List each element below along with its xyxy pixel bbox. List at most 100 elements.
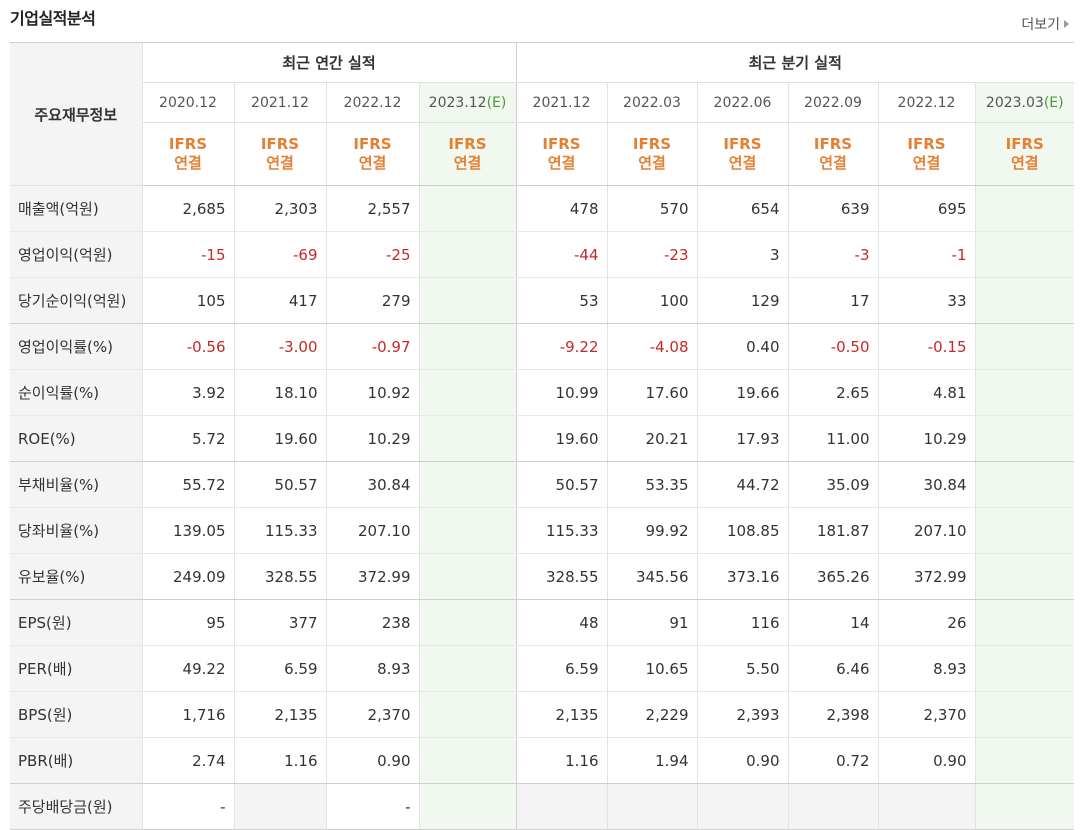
quarter-value-cell: 99.92 bbox=[606, 507, 697, 554]
quarter-value-cell: 17 bbox=[787, 277, 878, 324]
standard-line-2: 연결 bbox=[453, 154, 482, 172]
period-label: 2021.12 bbox=[532, 94, 591, 111]
quarter-value-cell: 53 bbox=[515, 277, 607, 324]
row-label: 당좌비율(%) bbox=[10, 507, 142, 554]
period-label: 2022.09 bbox=[804, 94, 862, 111]
ifrs-consolidated-label: IFRS 연결 bbox=[141, 122, 234, 186]
quarter-value-cell bbox=[606, 783, 697, 830]
annual-value-cell: 2,135 bbox=[233, 691, 326, 738]
quarter-value-cell: 129 bbox=[696, 277, 788, 324]
annual-value-cell: - bbox=[141, 783, 234, 830]
quarter-value-cell: 26 bbox=[877, 599, 975, 646]
annual-value-cell: 18.10 bbox=[233, 369, 326, 416]
standard-line-2: 연결 bbox=[547, 154, 576, 172]
ifrs-consolidated-label: IFRS 연결 bbox=[325, 122, 419, 186]
quarter-value-cell bbox=[974, 599, 1074, 646]
row-label: BPS(원) bbox=[10, 691, 142, 738]
quarter-value-cell bbox=[974, 231, 1074, 278]
row-label: 당기순이익(억원) bbox=[10, 277, 142, 324]
quarter-value-cell: 345.56 bbox=[606, 553, 697, 600]
annual-value-cell: 50.57 bbox=[233, 461, 326, 508]
annual-value-cell: 2,303 bbox=[233, 185, 326, 232]
quarter-value-cell: 0.90 bbox=[877, 737, 975, 784]
quarter-value-cell: 116 bbox=[696, 599, 788, 646]
quarter-value-cell: 115.33 bbox=[515, 507, 607, 554]
standard-line-1: IFRS bbox=[260, 135, 300, 153]
quarter-value-cell bbox=[974, 323, 1074, 370]
annual-value-cell bbox=[233, 783, 326, 830]
row-label: 순이익률(%) bbox=[10, 369, 142, 416]
quarter-value-cell: 19.66 bbox=[696, 369, 788, 416]
annual-value-cell: 372.99 bbox=[325, 553, 419, 600]
quarter-value-cell: 20.21 bbox=[606, 415, 697, 462]
annual-value-cell bbox=[418, 369, 516, 416]
annual-value-cell bbox=[418, 645, 516, 692]
quarter-value-cell: 0.72 bbox=[787, 737, 878, 784]
period-label: 2020.12 bbox=[159, 94, 217, 111]
quarter-value-cell: 328.55 bbox=[515, 553, 607, 600]
standard-line-2: 연결 bbox=[912, 154, 941, 172]
period-label: 2023.12 bbox=[428, 94, 487, 111]
quarter-value-cell: 35.09 bbox=[787, 461, 878, 508]
quarter-value-cell bbox=[974, 369, 1074, 416]
annual-value-cell: 30.84 bbox=[325, 461, 419, 508]
quarter-value-cell: -0.15 bbox=[877, 323, 975, 370]
standard-line-1: IFRS bbox=[353, 135, 392, 153]
annual-value-cell: 115.33 bbox=[233, 507, 326, 554]
quarter-value-cell: 14 bbox=[787, 599, 878, 646]
quarter-value-cell: 10.99 bbox=[515, 369, 607, 416]
annual-value-cell: 2.74 bbox=[141, 737, 234, 784]
quarter-period-header: 2022.06 bbox=[696, 82, 788, 123]
annual-value-cell: 207.10 bbox=[325, 507, 419, 554]
quarter-value-cell: 2,135 bbox=[515, 691, 607, 738]
quarter-value-cell bbox=[974, 553, 1074, 600]
quarter-value-cell: -1 bbox=[877, 231, 975, 278]
annual-value-cell bbox=[418, 415, 516, 462]
row-label: 영업이익률(%) bbox=[10, 323, 142, 370]
quarter-value-cell bbox=[974, 645, 1074, 692]
annual-value-cell: 249.09 bbox=[141, 553, 234, 600]
row-label: 매출액(억원) bbox=[10, 185, 142, 232]
quarter-value-cell: 50.57 bbox=[515, 461, 607, 508]
quarter-value-cell bbox=[974, 277, 1074, 324]
row-label: 부채비율(%) bbox=[10, 461, 142, 508]
quarter-value-cell: 3 bbox=[696, 231, 788, 278]
row-label: PER(배) bbox=[10, 645, 142, 692]
quarter-period-header: 2022.03 bbox=[606, 82, 697, 123]
quarter-value-cell bbox=[974, 461, 1074, 508]
annual-value-cell: 3.92 bbox=[141, 369, 234, 416]
quarter-value-cell bbox=[974, 691, 1074, 738]
annual-value-cell bbox=[418, 553, 516, 600]
annual-value-cell: -0.56 bbox=[141, 323, 234, 370]
quarter-value-cell: -23 bbox=[606, 231, 697, 278]
quarter-value-cell: 48 bbox=[515, 599, 607, 646]
standard-line-2: 연결 bbox=[819, 154, 847, 172]
annual-period-header: 2023.12(E) bbox=[418, 82, 516, 123]
more-link[interactable]: 더보기 bbox=[1021, 14, 1069, 34]
quarter-value-cell: 0.40 bbox=[696, 323, 788, 370]
quarter-value-cell: 33 bbox=[877, 277, 975, 324]
table-row: 영업이익(억원) -15 -69 -25 -44 -23 3 -3 -1 bbox=[10, 231, 1074, 278]
quarter-value-cell: 639 bbox=[787, 185, 878, 232]
ifrs-consolidated-label: IFRS 연결 bbox=[787, 122, 878, 186]
quarter-value-cell: 695 bbox=[877, 185, 975, 232]
period-row: 2020.12 2021.12 2022.12 2023.12(E) 2021.12 20… bbox=[10, 82, 1074, 123]
table-row: PBR(배) 2.74 1.16 0.90 1.16 1.94 0.90 0.72 0.90 bbox=[10, 737, 1074, 784]
row-label: ROE(%) bbox=[10, 415, 142, 462]
table-row: 매출액(억원) 2,685 2,303 2,557 478 570 654 639 695 bbox=[10, 185, 1074, 232]
row-label: 유보율(%) bbox=[10, 553, 142, 600]
quarter-value-cell: 365.26 bbox=[787, 553, 878, 600]
annual-value-cell bbox=[418, 277, 516, 324]
standard-line-2: 연결 bbox=[358, 154, 387, 172]
annual-value-cell: 8.93 bbox=[325, 645, 419, 692]
table-row: 영업이익률(%) -0.56 -3.00 -0.97 -9.22 -4.08 0.40 -0.… bbox=[10, 323, 1074, 370]
quarter-value-cell: 1.94 bbox=[606, 737, 697, 784]
quarter-value-cell: 5.50 bbox=[696, 645, 788, 692]
annual-value-cell: 0.90 bbox=[325, 737, 419, 784]
standard-line-1: IFRS bbox=[168, 135, 208, 153]
quarter-value-cell bbox=[974, 737, 1074, 784]
annual-period-header: 2020.12 bbox=[141, 82, 234, 123]
quarter-value-cell bbox=[974, 415, 1074, 462]
quarter-value-cell: 53.35 bbox=[606, 461, 697, 508]
annual-value-cell: 105 bbox=[141, 277, 234, 324]
